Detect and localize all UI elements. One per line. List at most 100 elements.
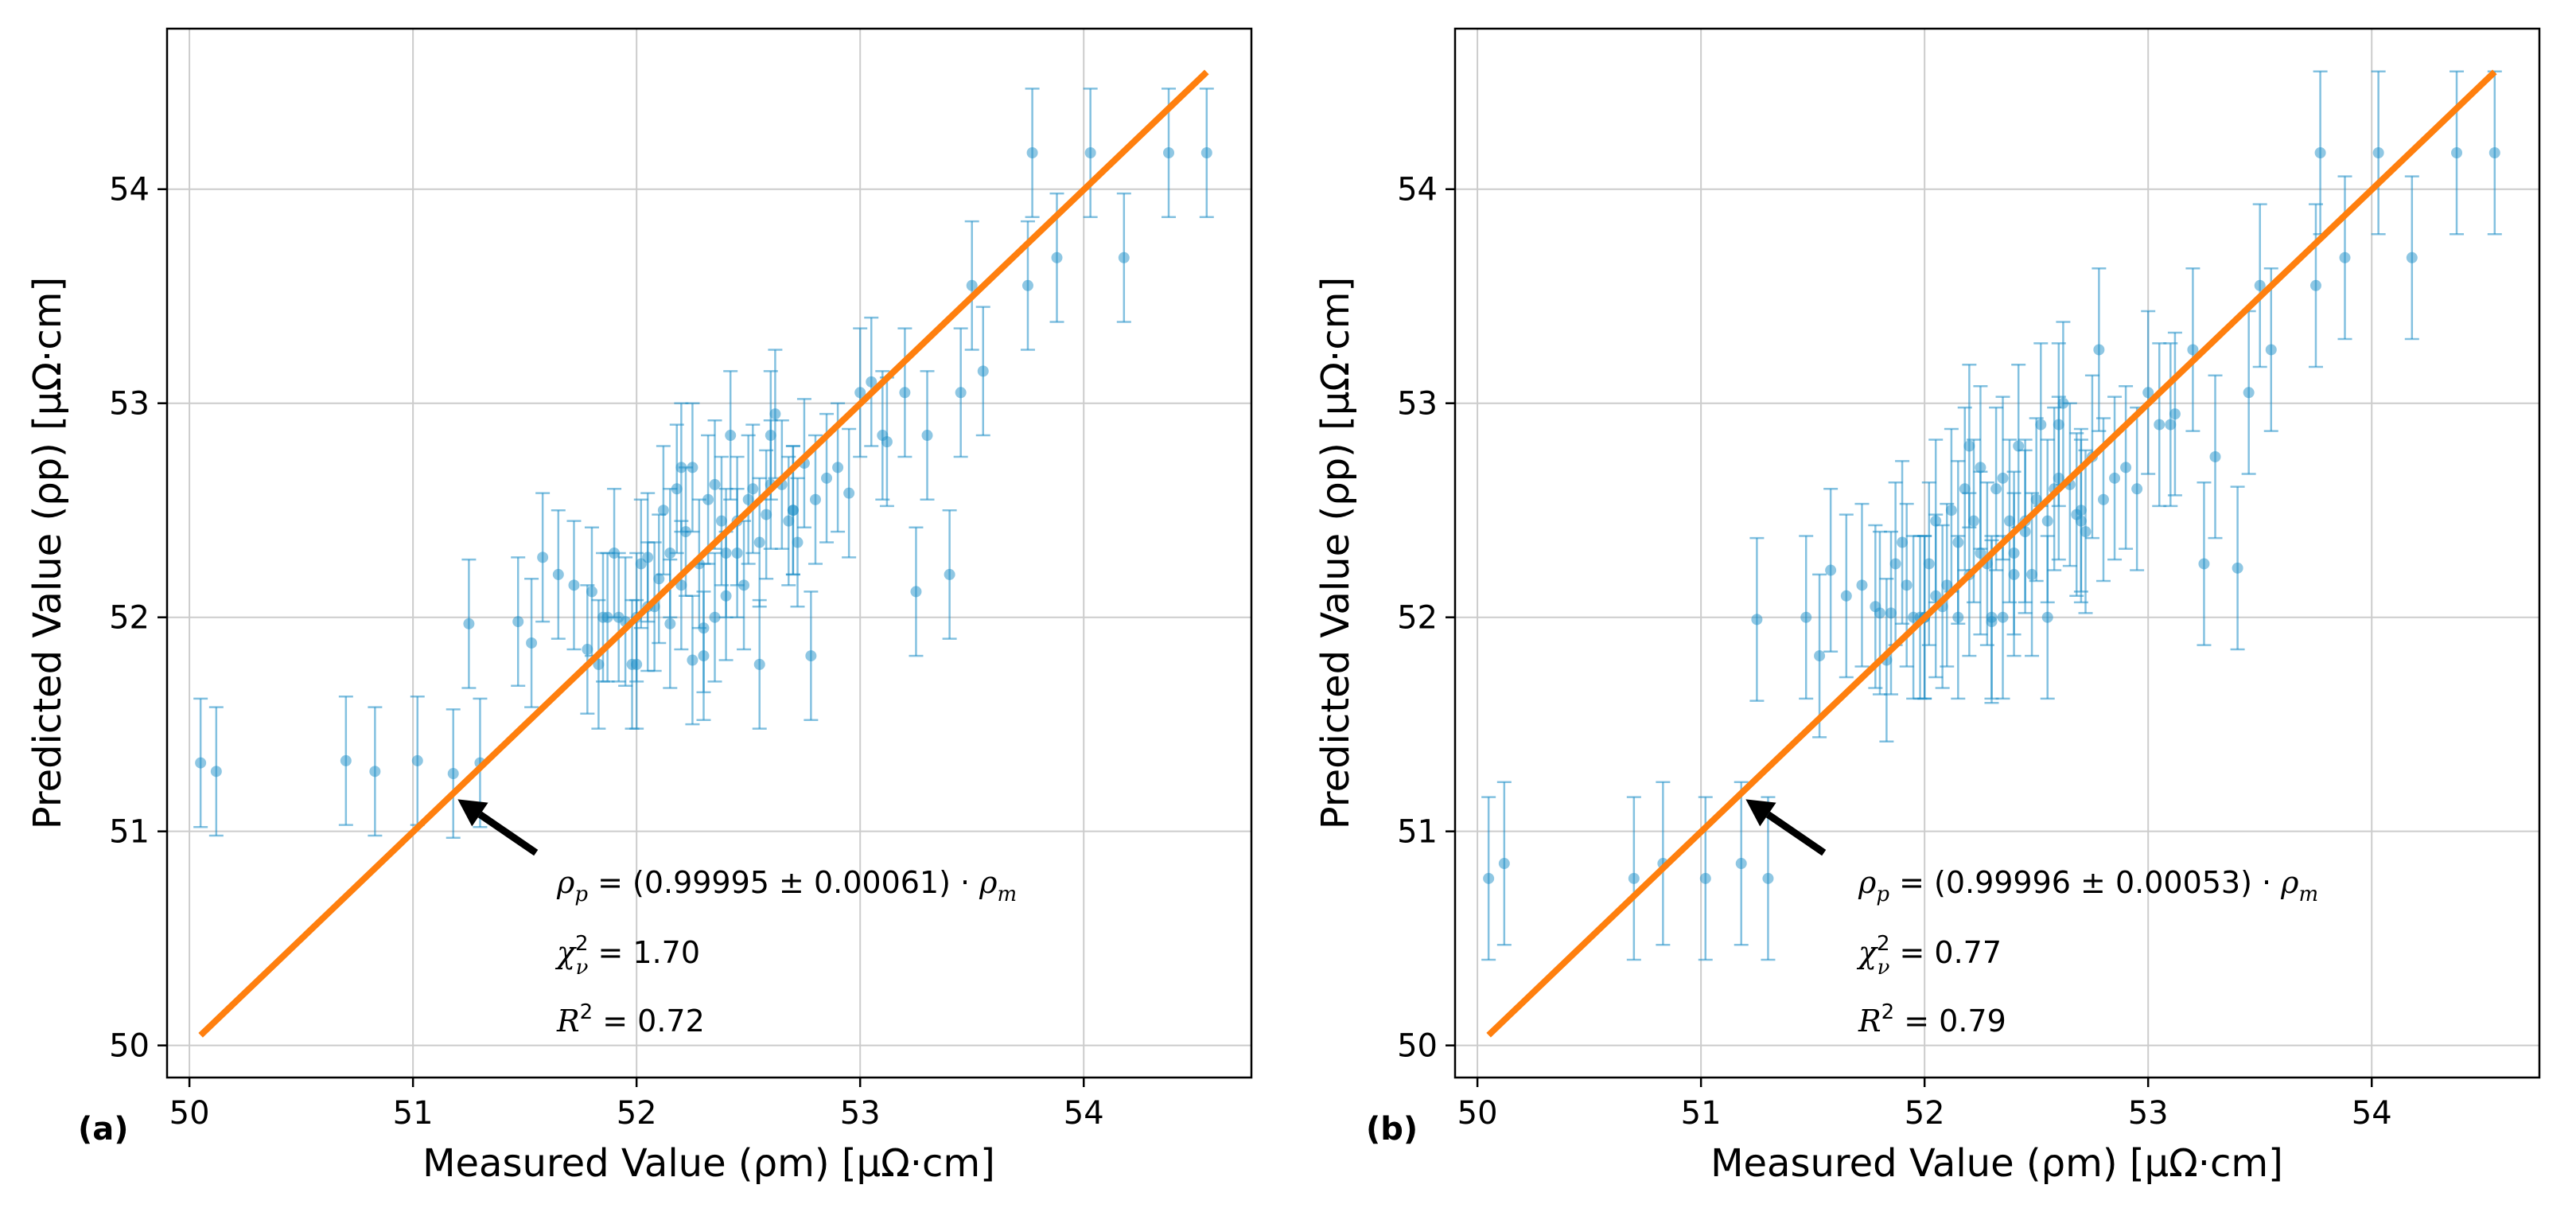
data-point-a xyxy=(897,327,912,458)
marker-a xyxy=(568,579,580,591)
marker-a xyxy=(593,658,605,670)
x-tick-label-a: 54 xyxy=(1064,1095,1104,1132)
plot-frame-b xyxy=(1453,27,2541,1079)
data-point-b xyxy=(2029,417,2044,583)
marker-b xyxy=(2013,440,2025,452)
data-point-a xyxy=(685,402,700,533)
data-point-a xyxy=(781,455,796,587)
arrow-shaft-b xyxy=(1765,811,1827,856)
data-point-a xyxy=(566,520,582,651)
marker-a xyxy=(910,586,922,598)
marker-b xyxy=(2109,472,2121,484)
marker-b xyxy=(2309,279,2321,291)
data-point-b xyxy=(2263,267,2278,432)
marker-a xyxy=(687,654,698,666)
marker-a xyxy=(463,618,475,629)
data-point-a xyxy=(368,706,383,837)
marker-b xyxy=(1945,505,1957,516)
data-point-a xyxy=(663,558,678,689)
marker-b xyxy=(1885,607,1897,619)
marker-b xyxy=(2154,419,2165,431)
marker-b xyxy=(1751,614,1763,626)
marker-b xyxy=(2314,147,2326,159)
marker-a xyxy=(715,515,727,527)
x-axis-label-b: Measured Value (ρm) [μΩ·cm] xyxy=(1710,1141,2283,1186)
marker-a xyxy=(966,279,978,291)
data-point-a xyxy=(1116,192,1131,323)
marker-a xyxy=(725,430,737,442)
marker-b xyxy=(2265,344,2277,356)
y-tick-label-a: 54 xyxy=(109,172,150,209)
data-point-a xyxy=(853,327,868,458)
marker-b xyxy=(1800,611,1812,623)
marker-a xyxy=(552,568,564,580)
y-tick-label-a: 50 xyxy=(109,1028,150,1065)
marker-a xyxy=(792,536,804,548)
marker-a xyxy=(675,462,687,474)
r-squared-a: R2 = 0.72 xyxy=(556,1000,705,1039)
data-point-b xyxy=(2006,492,2021,657)
data-point-a xyxy=(535,492,551,623)
data-point-b xyxy=(1761,796,1776,961)
fit-line-a xyxy=(198,69,1209,1038)
fit-equation-a: ρp = (0.99995 ± 0.00061) · ρm xyxy=(556,865,1017,906)
data-point-b xyxy=(2487,70,2502,236)
marker-a xyxy=(753,536,765,548)
marker-a xyxy=(977,365,989,377)
data-point-a xyxy=(707,551,722,683)
data-point-b xyxy=(1899,502,1914,668)
marker-b xyxy=(1874,607,1885,619)
data-point-b xyxy=(1989,406,2004,571)
marker-a xyxy=(742,493,754,505)
marker-a xyxy=(340,754,352,766)
data-point-b xyxy=(1995,396,2010,561)
marker-b xyxy=(2093,344,2105,356)
annotation-a: ρp = (0.99995 ± 0.00061) · ρm χ2 ν = 1.70… xyxy=(555,865,1017,1039)
marker-b xyxy=(2120,462,2132,474)
data-point-b xyxy=(1995,535,2010,700)
data-point-b xyxy=(1481,796,1496,961)
data-point-b xyxy=(1839,513,1854,679)
x-tick-label-b: 51 xyxy=(1681,1095,1722,1132)
marker-a xyxy=(512,616,524,628)
data-point-b xyxy=(1940,502,1955,668)
panel-label-a: (a) xyxy=(78,1111,129,1148)
y-tick-label-a: 51 xyxy=(109,814,150,851)
data-point-b xyxy=(2167,331,2182,497)
arrow-shaft-a xyxy=(477,811,539,856)
marker-a xyxy=(753,658,765,670)
marker-b xyxy=(2254,279,2266,291)
marker-a xyxy=(921,430,933,442)
y-tick-label-a: 53 xyxy=(109,386,150,423)
marker-b xyxy=(1699,872,1711,884)
data-point-b xyxy=(1626,796,1641,961)
marker-a xyxy=(709,611,721,623)
y-axis-label-a: Predicted Value (ρp) [μΩ·cm] xyxy=(25,277,70,829)
marker-b xyxy=(2488,147,2500,159)
x-tick-label-b: 52 xyxy=(1905,1095,1945,1132)
marker-a xyxy=(586,586,597,598)
data-point-b xyxy=(2163,342,2178,508)
data-point-b xyxy=(1944,427,1959,593)
marker-b xyxy=(2035,419,2047,431)
marker-a xyxy=(899,387,911,399)
marker-b xyxy=(2187,344,2199,356)
data-point-b xyxy=(2040,535,2055,700)
chart-panel-a: 50 51 52 53 54 50 51 52 53 54 ρp = (0.99995 ± 0.0… xyxy=(25,27,1253,1186)
y-axis-label-b: Predicted Value (ρp) [μΩ·cm] xyxy=(1313,277,1358,829)
marker-b xyxy=(2243,387,2255,399)
marker-b xyxy=(1856,579,1868,591)
marker-a xyxy=(657,505,669,516)
data-point-b xyxy=(1496,781,1512,946)
marker-a xyxy=(687,462,698,474)
data-point-b xyxy=(2025,492,2040,657)
marker-a xyxy=(702,493,714,505)
marker-a xyxy=(1051,251,1063,263)
marker-a xyxy=(1084,147,1096,159)
data-point-b xyxy=(2241,310,2256,475)
data-point-b xyxy=(1799,535,1814,700)
ticks-a: 50 51 52 53 54 50 51 52 53 54 xyxy=(109,172,1104,1132)
x-tick-label-b: 50 xyxy=(1457,1095,1498,1132)
marker-b xyxy=(2008,568,2020,580)
